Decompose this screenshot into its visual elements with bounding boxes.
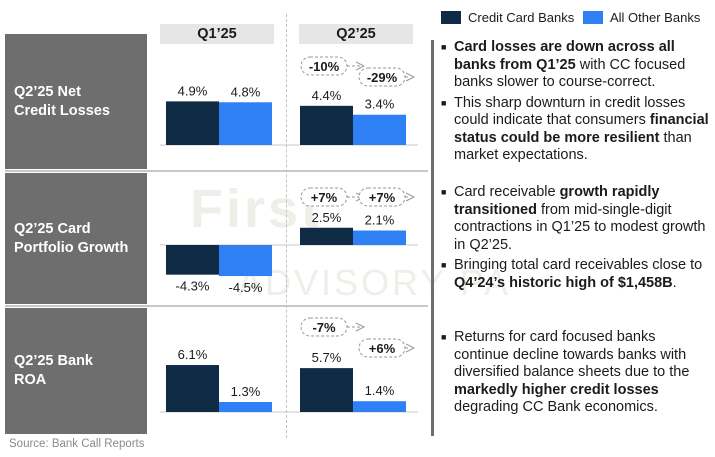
data-label: 5.7% (312, 350, 342, 365)
row-separator (5, 170, 428, 172)
bullet-text: This sharp downturn in credit losses cou… (454, 94, 709, 164)
bar-other-banks (219, 245, 272, 277)
watermark-subtext: ADVISORY PA (238, 262, 512, 303)
data-label: 4.4% (312, 88, 342, 103)
change-label: -7% (312, 320, 336, 335)
row-label-net-credit-losses: Q2’25 Net Credit Losses (5, 34, 147, 169)
bullet-marker: ■ (441, 97, 447, 108)
bullet-text: Card receivable growth rapidly transitio… (454, 184, 706, 253)
bar-other-banks (353, 114, 406, 145)
change-arrowhead (355, 61, 366, 71)
legend-swatch (583, 10, 603, 24)
data-label: -4.5% (229, 280, 263, 295)
bullet-marker: ■ (441, 42, 447, 52)
row-separator (5, 305, 428, 307)
row-label-card-portfolio-growth: Q2’25 Card Portfolio Growth (5, 173, 147, 304)
change-label: +7% (369, 190, 396, 205)
bar-credit-card (166, 365, 219, 412)
bullet-text: Bringing total card receivables close to… (454, 257, 703, 291)
legend-swatch (441, 10, 461, 24)
data-label: 1.3% (231, 384, 261, 399)
bullet-marker: ■ (441, 332, 447, 342)
quarter-header-q1: Q1’25 (160, 24, 274, 44)
bar-credit-card (300, 105, 353, 145)
bullet-text: Card losses are down across all banks fr… (454, 39, 686, 90)
data-label: 4.8% (231, 84, 261, 99)
change-label: -10% (309, 59, 340, 74)
data-label: 4.9% (178, 83, 208, 98)
legend-label: All Other Banks (610, 9, 701, 25)
bar-credit-card (166, 101, 219, 145)
commentary-net-credit-losses: ■ Card losses are down across all banks f… (441, 39, 711, 168)
bar-other-banks (353, 401, 406, 412)
change-arrowhead (405, 343, 416, 353)
source-note: Source: Bank Call Reports (9, 438, 145, 450)
bullet-item: ■ Returns for card focused banks continue… (441, 329, 711, 417)
legend-item-all-other-banks: All Other Banks (583, 7, 700, 27)
data-label: 2.5% (312, 210, 342, 225)
change-arrowhead (405, 72, 416, 82)
change-label: +7% (311, 190, 338, 205)
bullet-item: ■ Bringing total card receivables close t… (441, 257, 711, 292)
bullet-item: ■ Card receivable growth rapidly transiti… (441, 184, 711, 254)
change-arrowhead (355, 322, 366, 332)
legend-item-credit-card-banks: Credit Card Banks (441, 7, 574, 27)
quarter-header-q2: Q2’25 (299, 24, 413, 44)
bar-credit-card (166, 245, 219, 275)
bar-other-banks (353, 230, 406, 245)
bullet-marker: ■ (441, 260, 447, 270)
bar-credit-card (300, 368, 353, 412)
data-label: 3.4% (365, 97, 395, 112)
commentary-card-portfolio-growth: ■ Card receivable growth rapidly transiti… (441, 184, 711, 295)
bullet-item: ■ This sharp downturn in credit losses co… (441, 95, 711, 165)
quarter-divider (286, 14, 287, 438)
data-label: -4.3% (176, 279, 210, 294)
bullet-text: Returns for card focused banks continue … (454, 329, 690, 415)
change-label: +6% (369, 341, 396, 356)
change-arrowhead (405, 192, 416, 202)
legend-label: Credit Card Banks (468, 9, 575, 25)
bar-other-banks (219, 102, 272, 145)
commentary-divider (431, 40, 434, 436)
data-label: 6.1% (178, 347, 208, 362)
bar-other-banks (219, 401, 272, 412)
bullet-marker: ■ (441, 187, 447, 197)
change-label: -29% (367, 70, 398, 85)
data-label: 2.1% (365, 213, 395, 228)
bar-credit-card (300, 227, 353, 245)
bullet-item: ■ Card losses are down across all banks f… (441, 39, 711, 92)
watermark-text: First (190, 179, 323, 239)
row-label-bank-roa: Q2’25 Bank ROA (5, 308, 147, 434)
data-label: 1.4% (365, 383, 395, 398)
commentary-bank-roa: ■ Returns for card focused banks continue… (441, 329, 711, 420)
